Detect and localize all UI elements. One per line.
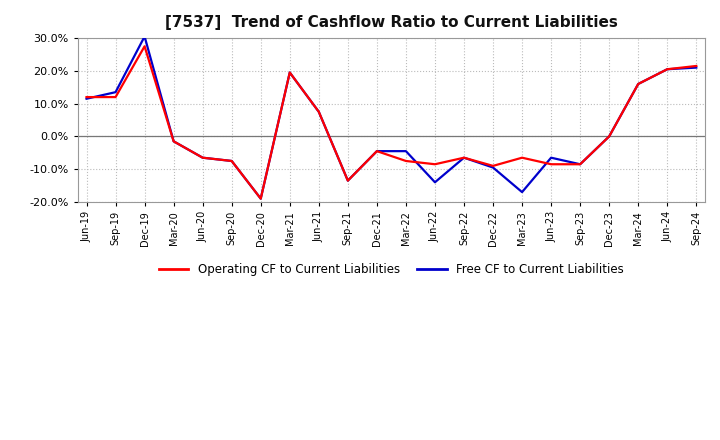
Legend: Operating CF to Current Liabilities, Free CF to Current Liabilities: Operating CF to Current Liabilities, Fre… xyxy=(154,259,629,281)
Title: [7537]  Trend of Cashflow Ratio to Current Liabilities: [7537] Trend of Cashflow Ratio to Curren… xyxy=(165,15,618,30)
